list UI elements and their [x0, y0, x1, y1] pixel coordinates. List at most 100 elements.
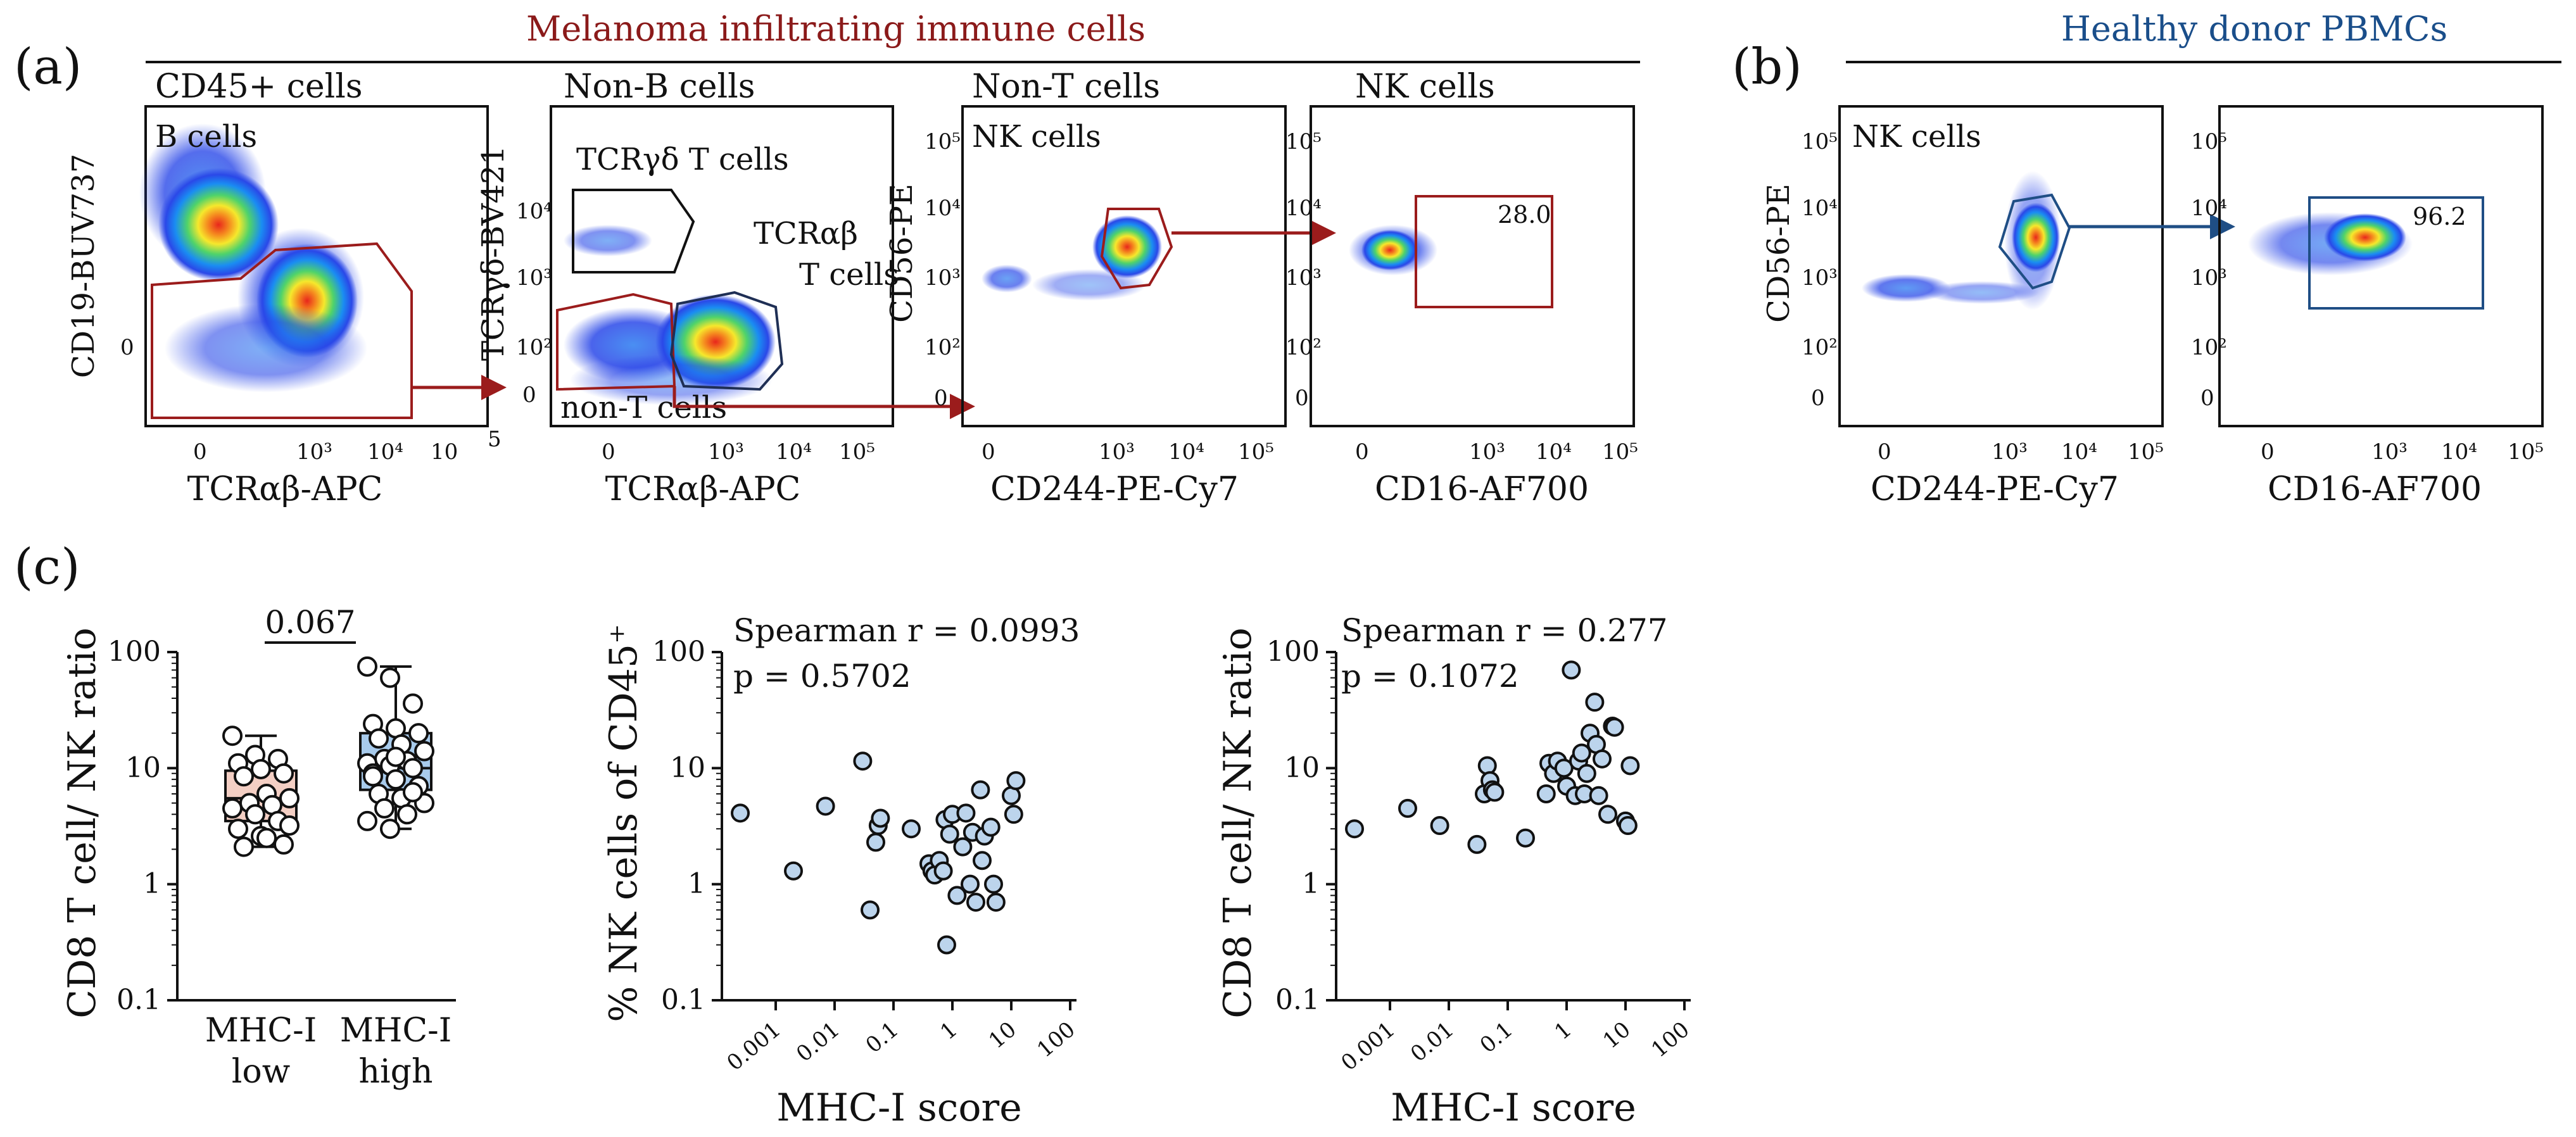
scatter-point — [972, 851, 992, 870]
y-tick: 10⁵ — [925, 129, 961, 154]
x-tick: 0 — [982, 439, 995, 465]
y-tick: 10⁵ — [1285, 129, 1322, 154]
y-tick: 10² — [1802, 335, 1838, 360]
y-tick: 10² — [516, 335, 552, 360]
scatter-point — [1592, 749, 1612, 769]
x-tick-label: 0.001 — [723, 1017, 786, 1076]
scatter-point — [956, 803, 976, 823]
flow-plot-nonb: Non-B cells TCRγδ T cells TCRαβ T cells … — [476, 68, 899, 508]
y-tick: 0 — [522, 382, 536, 408]
scatter-point — [971, 780, 990, 800]
data-point — [357, 656, 377, 677]
data-point — [251, 758, 271, 779]
gate-label-tcrab-1: TCRαβ — [754, 216, 858, 251]
data-point — [234, 766, 254, 787]
y-tick: 10⁴ — [925, 196, 961, 221]
y-ticks: 100 10 1 0.1 — [1266, 636, 1336, 1016]
x-tick: 10⁴ — [367, 439, 403, 465]
scatter-point — [933, 861, 953, 881]
data-point — [397, 804, 417, 825]
scatter-point — [1554, 758, 1574, 778]
x-tick: 10⁵ — [839, 439, 875, 465]
x-axis-label: TCRαβ-APC — [605, 470, 801, 508]
y-tick: 10² — [925, 335, 961, 360]
gate-label-tcrgd: TCRγδ T cells — [576, 142, 789, 177]
y-tick-label: 100 — [108, 636, 161, 668]
data-point — [256, 827, 277, 848]
scatter-points — [1345, 660, 1640, 854]
scatter-point — [1598, 805, 1618, 824]
y-axis-label: CD56-PE — [884, 184, 919, 323]
plot-frame — [144, 105, 489, 427]
flow-plot-cd45: CD45+ cells B cells CD19-BUV737 0 0 10³ … — [66, 68, 502, 508]
y-tick-label: 0.1 — [1275, 984, 1320, 1016]
x-tick: 0 — [193, 439, 207, 465]
x-tick: 10 — [431, 439, 458, 465]
x-tick: 10³ — [1992, 439, 2028, 465]
y-ticks: 100 10 1 0.1 — [108, 636, 177, 1016]
x-axis-label: MHC-I score — [776, 1086, 1021, 1130]
scatter-point — [1572, 743, 1591, 763]
scatter-point — [1345, 819, 1365, 839]
scatter-point — [866, 832, 886, 852]
scatter-point — [731, 803, 750, 823]
y-tick-label: 0.1 — [117, 984, 161, 1016]
flow-plot-healthy-nk: NK cells CD56-PE 10⁵ 10⁴ 10³ 10² 0 0 10³… — [1761, 105, 2164, 508]
y-axis-label: % NK cells of CD45⁺ — [602, 624, 646, 1022]
scatter-point — [947, 886, 967, 905]
scatter-point — [1485, 782, 1505, 802]
x-tick: 10⁵ — [2128, 439, 2164, 465]
category-label: low — [232, 1053, 290, 1091]
x-tick-label: 10 — [984, 1017, 1021, 1053]
data-point — [403, 693, 423, 714]
density-cloud — [1349, 225, 1437, 275]
x-tick: 10⁵ — [1602, 439, 1638, 465]
y-tick-label: 100 — [652, 636, 705, 668]
y-tick: 10³ — [2191, 265, 2227, 291]
scatter-point — [1577, 763, 1596, 783]
x-axis-label: MHC-I score — [1391, 1086, 1636, 1130]
x-tick: 10³ — [1099, 439, 1135, 465]
scatter-points — [731, 751, 1026, 955]
category-label: high — [359, 1053, 433, 1091]
gate-label: NK cells — [972, 119, 1101, 154]
data-point — [228, 819, 248, 839]
data-point — [279, 815, 300, 836]
scatter-point — [1605, 717, 1624, 737]
y-tick-label: 10 — [670, 751, 705, 784]
x-axis-label: CD16-AF700 — [2268, 470, 2482, 508]
gate-label-tcrab-2: T cells — [799, 257, 899, 292]
x-tick: 5 — [488, 427, 502, 452]
density-cloud — [982, 215, 1162, 301]
data-point — [386, 746, 406, 767]
healthy-title: Healthy donor PBMCs — [2061, 9, 2447, 49]
data-point — [274, 763, 294, 784]
data-point — [380, 667, 400, 688]
plot-frame — [1838, 105, 2164, 427]
scatter-point — [1004, 805, 1023, 824]
x-ticks: 0.001 0.01 0.1 1 10 100 — [1337, 1000, 1695, 1076]
scatter-nk-cells: % NK cells of CD45⁺ Spearman r = 0.0993 … — [602, 612, 1080, 1130]
density-cloud — [1862, 171, 2061, 310]
scatter-point — [816, 796, 835, 816]
density-cloud — [564, 225, 776, 405]
box-marks — [222, 656, 434, 857]
gate-polygon — [151, 242, 413, 419]
scatter-point — [853, 751, 873, 771]
x-tick-label: 100 — [1032, 1017, 1080, 1062]
gate-label: NK cells — [1852, 119, 1981, 154]
x-tick: 0 — [1878, 439, 1891, 465]
scatter-point — [901, 819, 921, 839]
flow-plot-healthy-cd16: 96.2 10⁵ 10⁴ 10³ 10² 0 0 10³ 10⁴ 10⁵ CD1… — [2191, 105, 2544, 508]
y-tick: 10³ — [925, 265, 961, 291]
scatter-point — [1562, 660, 1581, 680]
y-ticks: 100 10 1 0.1 — [652, 636, 722, 1016]
plot-header: Non-T cells — [972, 68, 1160, 106]
scatter-point — [1585, 693, 1605, 712]
x-tick: 10³ — [296, 439, 332, 465]
y-tick: 0 — [1295, 386, 1309, 411]
gate-tcrgd — [572, 189, 695, 273]
scatter-point — [1515, 828, 1535, 848]
scatter-point — [953, 837, 973, 857]
